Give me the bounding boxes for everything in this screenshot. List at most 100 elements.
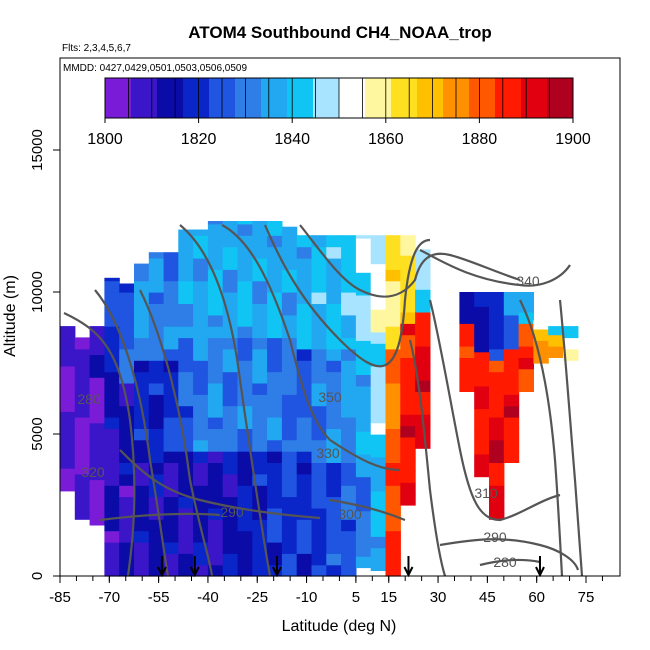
heatmap-cell <box>296 496 313 509</box>
heatmap-cell <box>60 399 76 412</box>
heatmap-cell <box>74 496 91 509</box>
heatmap-cell <box>119 564 135 577</box>
heatmap-cell <box>341 337 357 350</box>
heatmap-cell <box>459 368 475 381</box>
heatmap-cell <box>207 348 224 361</box>
heatmap-cell <box>134 473 150 486</box>
heatmap-cell <box>89 502 105 515</box>
heatmap-cell <box>252 382 268 395</box>
heatmap-cell <box>163 337 179 350</box>
heatmap-cell <box>178 382 194 395</box>
heatmap-cell <box>89 434 105 446</box>
heatmap-cell <box>178 519 194 532</box>
colorbar-swatch <box>235 78 262 118</box>
heatmap-cell <box>104 473 120 486</box>
y-tick-label: 15000 <box>29 129 46 171</box>
heatmap-cell <box>385 519 401 532</box>
colorbar-swatch <box>339 78 366 118</box>
heatmap-cell <box>193 394 209 407</box>
heatmap-cell <box>296 428 313 441</box>
heatmap-cell <box>326 280 342 293</box>
heatmap-cell <box>178 462 194 475</box>
heatmap-cell <box>503 394 520 407</box>
heatmap-cell <box>74 417 91 429</box>
heatmap-cell <box>533 320 549 330</box>
heatmap-cell <box>474 306 490 319</box>
heatmap-cell <box>326 428 342 441</box>
heatmap-cell <box>400 459 416 472</box>
heatmap-cell <box>503 405 520 418</box>
heatmap-cell <box>326 371 342 384</box>
heatmap-cell <box>489 485 505 498</box>
heatmap-cell <box>148 394 165 407</box>
heatmap-cell <box>222 507 239 520</box>
heatmap-cell <box>222 417 239 429</box>
heatmap-cell <box>237 221 253 225</box>
heatmap-cell <box>193 564 209 577</box>
heatmap-cell <box>355 408 372 421</box>
heatmap-cell <box>178 348 194 361</box>
heatmap-cell <box>104 485 120 498</box>
heatmap-cell <box>326 507 342 520</box>
arrow-head <box>272 566 282 578</box>
heatmap-cell <box>178 314 194 327</box>
heatmap-cell <box>281 394 298 407</box>
heatmap-cell <box>311 553 327 566</box>
heatmap-cell <box>252 428 268 441</box>
heatmap-cell <box>193 360 209 373</box>
arrow-head <box>535 566 545 578</box>
heatmap-cell <box>503 314 520 327</box>
heatmap-cell <box>222 439 239 452</box>
heatmap-cell <box>134 269 150 282</box>
heatmap-cell <box>134 337 150 350</box>
heatmap-cell <box>163 530 179 543</box>
heatmap-cell <box>104 507 120 520</box>
heatmap-cell <box>222 280 239 293</box>
heatmap-cell <box>237 553 253 566</box>
heatmap-cell <box>385 439 401 452</box>
heatmap-cell <box>74 371 91 384</box>
heatmap-cell <box>489 394 505 407</box>
heatmap-cell <box>355 510 372 523</box>
heatmap-cell <box>296 280 313 293</box>
heatmap-cell <box>207 314 224 327</box>
heatmap-cell <box>222 553 239 566</box>
heatmap-cells <box>60 221 579 577</box>
heatmap-cell <box>385 428 401 441</box>
heatmap-cell <box>474 442 490 455</box>
y-axis: 0 5000 10000 15000 <box>29 129 60 580</box>
heatmap-cell <box>237 326 253 339</box>
heatmap-cell <box>148 451 165 463</box>
heatmap-cell <box>311 530 327 543</box>
heatmap-cell <box>489 417 505 429</box>
heatmap-cell <box>370 468 387 481</box>
heatmap-cell <box>252 292 268 304</box>
heatmap-cell <box>385 360 401 373</box>
contour-line <box>139 289 214 577</box>
heatmap-cell <box>178 371 194 384</box>
heatmap-cell <box>400 323 416 336</box>
heatmap-cell <box>296 303 313 316</box>
heatmap-cell <box>74 462 91 475</box>
heatmap-cell <box>518 357 534 370</box>
heatmap-cell <box>370 365 387 378</box>
heatmap-cell <box>400 334 416 347</box>
heatmap-cell <box>489 348 505 361</box>
heatmap-cell <box>326 314 342 327</box>
heatmap-cell <box>385 485 401 498</box>
heatmap-cell <box>415 300 431 313</box>
heatmap-cell <box>326 269 342 282</box>
heatmap-cell <box>222 519 239 532</box>
heatmap-cell <box>148 269 165 282</box>
flight-arrow <box>157 556 167 578</box>
heatmap-cell <box>267 326 283 339</box>
heatmap-cell <box>503 360 520 373</box>
heatmap-cell <box>252 326 268 339</box>
heatmap-cell <box>326 519 342 532</box>
heatmap-cell <box>252 348 268 361</box>
heatmap-cell <box>60 388 76 401</box>
heatmap-cell <box>341 371 357 384</box>
heatmap-cell <box>355 340 372 353</box>
heatmap-cell <box>89 422 105 435</box>
heatmap-cell <box>281 451 298 463</box>
